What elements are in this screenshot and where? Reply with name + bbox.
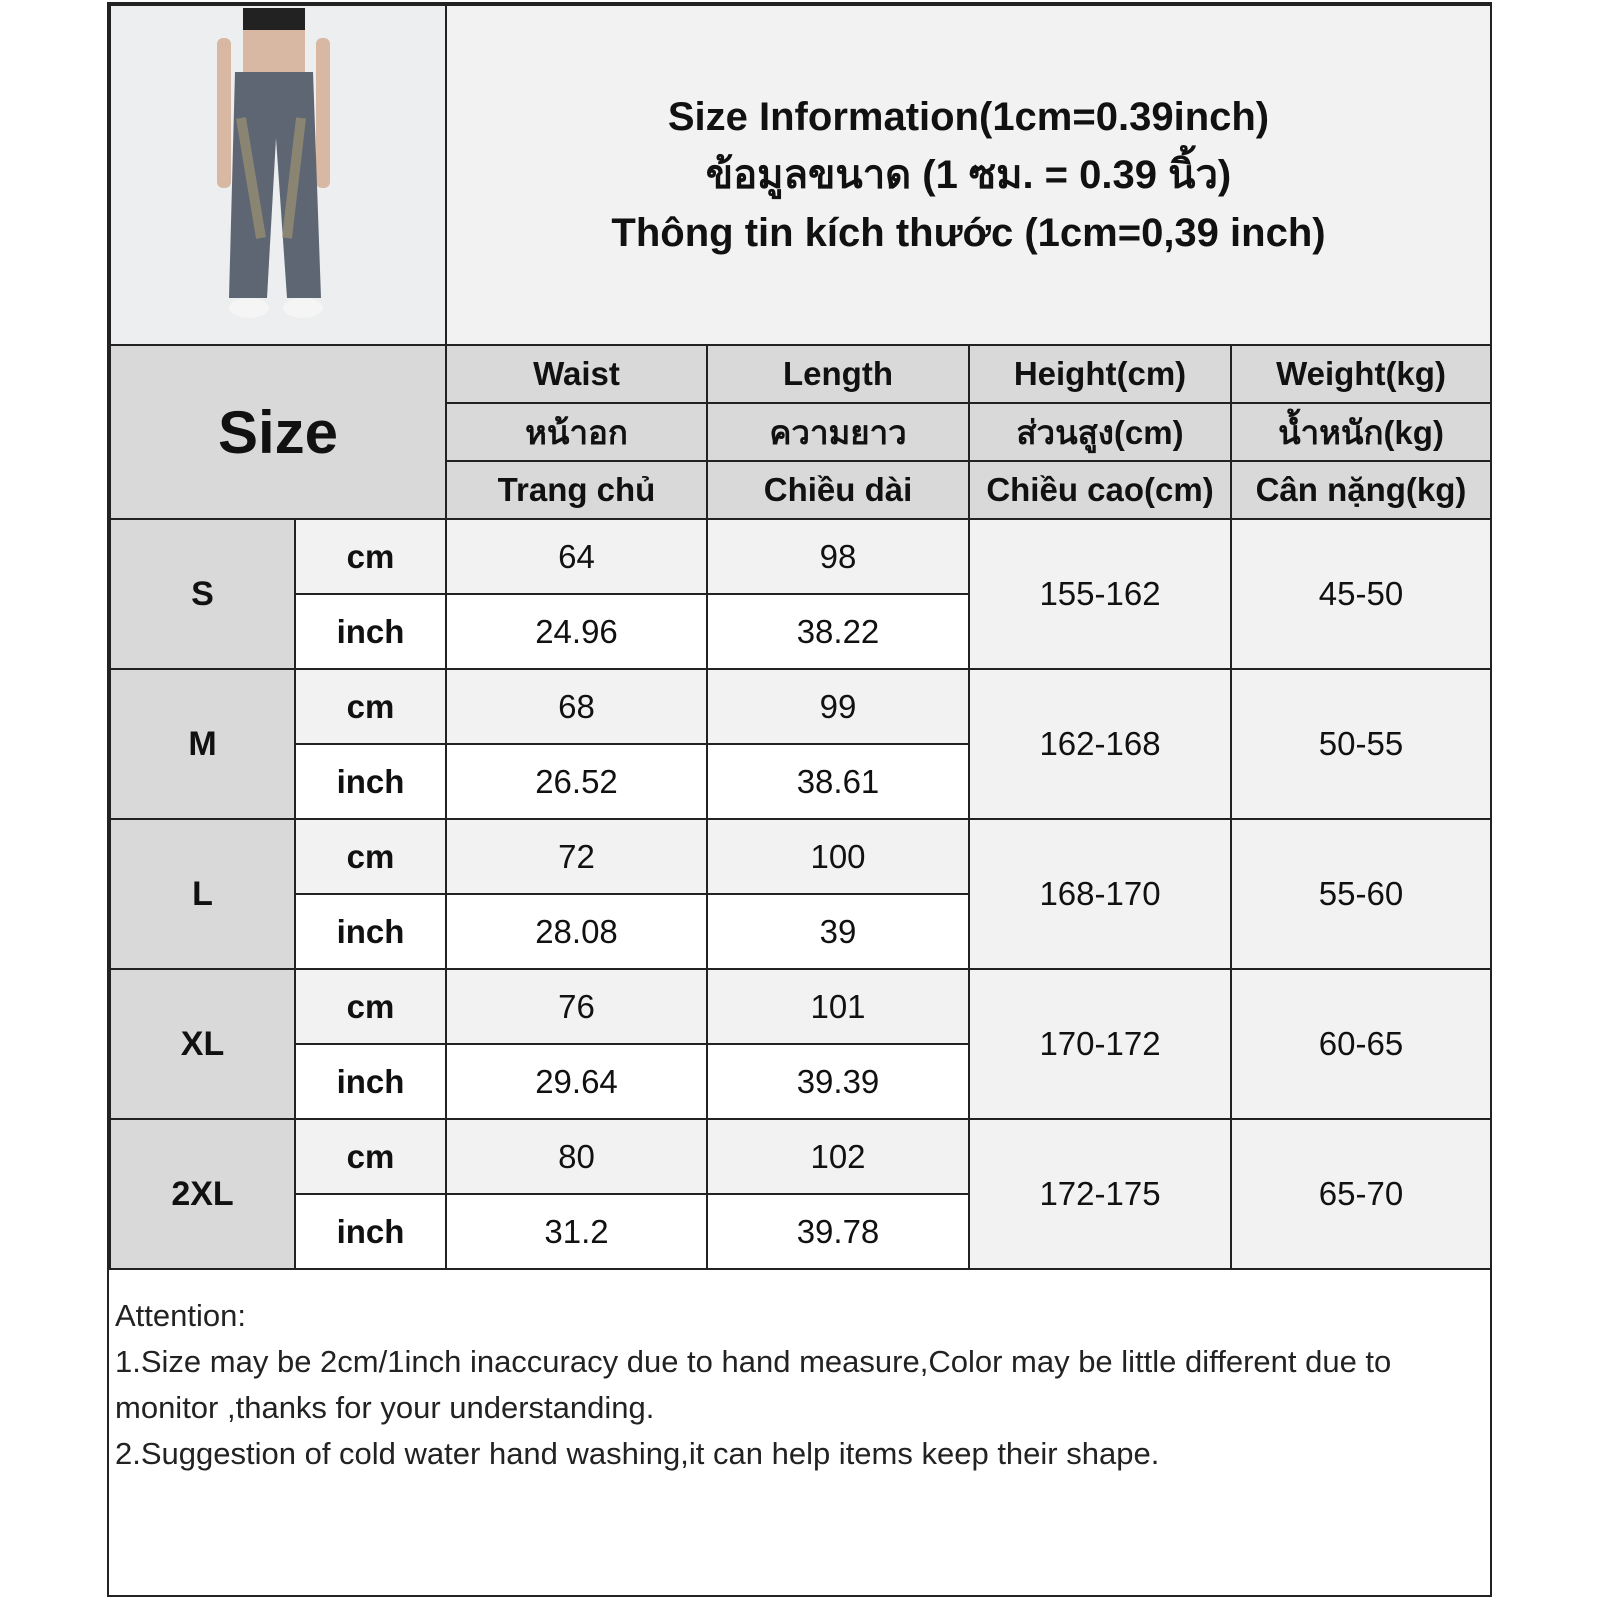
column-header-en: Height(cm) xyxy=(968,344,1232,404)
waist-inch: 26.52 xyxy=(445,743,708,820)
title-vi: Thông tin kích thước (1cm=0,39 inch) xyxy=(611,211,1326,255)
size-row-inch: inch 29.64 39.39 xyxy=(110,1043,1491,1120)
length-inch: 39.78 xyxy=(706,1193,970,1270)
column-header-vi: Chiều cao(cm) xyxy=(968,460,1232,520)
waist-cm: 64 xyxy=(445,518,708,595)
unit-cm: cm xyxy=(294,968,447,1045)
length-inch: 38.61 xyxy=(706,743,970,820)
height-range: 170-172 xyxy=(968,968,1232,1120)
column-header-vi: Chiều dài xyxy=(706,460,970,520)
size-label: L xyxy=(109,818,296,970)
height-range: 172-175 xyxy=(968,1118,1232,1270)
unit-inch: inch xyxy=(294,593,447,670)
unit-cm: cm xyxy=(294,818,447,895)
length-inch: 39.39 xyxy=(706,1043,970,1120)
size-label: S xyxy=(109,518,296,670)
waist-cm: 72 xyxy=(445,818,708,895)
column-header-vi: Trang chủ xyxy=(445,460,708,520)
size-header: Size xyxy=(109,344,447,520)
title-en: Size Information(1cm=0.39inch) xyxy=(667,95,1270,139)
length-inch: 38.22 xyxy=(706,593,970,670)
weight-range: 45-50 xyxy=(1230,518,1492,670)
column-header-th: ความยาว xyxy=(706,402,970,462)
unit-inch: inch xyxy=(294,743,447,820)
unit-inch: inch xyxy=(294,1043,447,1120)
attention-notes: Attention: 1.Size may be 2cm/1inch inacc… xyxy=(115,1293,1480,1477)
size-label: 2XL xyxy=(109,1118,296,1270)
size-row-cm: S cm 64 98 155-162 45-50 xyxy=(109,518,1492,670)
waist-inch: 31.2 xyxy=(445,1193,708,1270)
jeans-model-photo-icon xyxy=(112,8,441,342)
length-cm: 99 xyxy=(706,668,970,745)
column-header-th: น้ำหนัก(kg) xyxy=(1230,402,1492,462)
notes-heading: Attention: xyxy=(115,1298,246,1333)
unit-inch: inch xyxy=(294,1193,447,1270)
length-inch: 39 xyxy=(706,893,970,970)
waist-cm: 80 xyxy=(445,1118,708,1195)
height-range: 168-170 xyxy=(968,818,1232,970)
waist-cm: 68 xyxy=(445,668,708,745)
size-row-cm: M cm 68 99 162-168 50-55 xyxy=(109,668,1492,820)
size-table: Size Information(1cm=0.39inch) ข้อมูลขนา… xyxy=(109,4,1492,1270)
column-header-th: หน้าอก xyxy=(445,402,708,462)
size-label: M xyxy=(109,668,296,820)
size-chart: Size Information(1cm=0.39inch) ข้อมูลขนา… xyxy=(107,2,1492,1597)
size-row-cm: 2XL cm 80 102 172-175 65-70 xyxy=(109,1118,1492,1270)
column-header-en: Weight(kg) xyxy=(1230,344,1492,404)
waist-inch: 29.64 xyxy=(445,1043,708,1120)
note-item: 1.Size may be 2cm/1inch inaccuracy due t… xyxy=(115,1344,1392,1425)
column-header-vi: Cân nặng(kg) xyxy=(1230,460,1492,520)
size-label: XL xyxy=(109,968,296,1120)
waist-inch: 28.08 xyxy=(445,893,708,970)
column-header-en: Waist xyxy=(445,344,708,404)
column-header-th: ส่วนสูง(cm) xyxy=(968,402,1232,462)
unit-cm: cm xyxy=(294,518,447,595)
length-cm: 100 xyxy=(706,818,970,895)
size-row-cm: L cm 72 100 168-170 55-60 xyxy=(109,818,1492,970)
weight-range: 55-60 xyxy=(1230,818,1492,970)
unit-cm: cm xyxy=(294,668,447,745)
weight-range: 65-70 xyxy=(1230,1118,1492,1270)
size-row-inch: inch 28.08 39 xyxy=(110,893,1491,970)
size-row-inch: inch 31.2 39.78 xyxy=(110,1193,1491,1270)
note-item: 2.Suggestion of cold water hand washing,… xyxy=(115,1436,1160,1471)
size-info-title: Size Information(1cm=0.39inch) ข้อมูลขนา… xyxy=(445,4,1492,346)
height-range: 162-168 xyxy=(968,668,1232,820)
unit-inch: inch xyxy=(294,893,447,970)
length-cm: 101 xyxy=(706,968,970,1045)
column-header-en: Length xyxy=(706,344,970,404)
product-photo xyxy=(109,4,447,346)
size-row-cm: XL cm 76 101 170-172 60-65 xyxy=(109,968,1492,1120)
height-range: 155-162 xyxy=(968,518,1232,670)
waist-inch: 24.96 xyxy=(445,593,708,670)
length-cm: 102 xyxy=(706,1118,970,1195)
waist-cm: 76 xyxy=(445,968,708,1045)
weight-range: 50-55 xyxy=(1230,668,1492,820)
weight-range: 60-65 xyxy=(1230,968,1492,1120)
length-cm: 98 xyxy=(706,518,970,595)
size-row-inch: inch 26.52 38.61 xyxy=(110,743,1491,820)
title-th: ข้อมูลขนาด (1 ซม. = 0.39 นิ้ว) xyxy=(705,153,1232,197)
unit-cm: cm xyxy=(294,1118,447,1195)
size-row-inch: inch 24.96 38.22 xyxy=(110,593,1491,670)
